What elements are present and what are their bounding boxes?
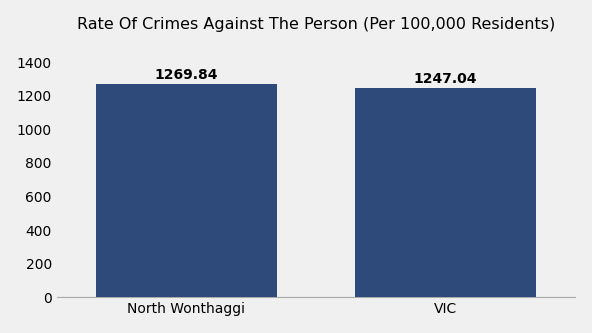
Text: 1247.04: 1247.04 — [414, 72, 477, 86]
Bar — [355, 88, 536, 297]
Text: 1269.84: 1269.84 — [155, 68, 218, 82]
Bar — [95, 84, 277, 297]
Title: Rate Of Crimes Against The Person (Per 100,000 Residents): Rate Of Crimes Against The Person (Per 1… — [77, 17, 555, 32]
